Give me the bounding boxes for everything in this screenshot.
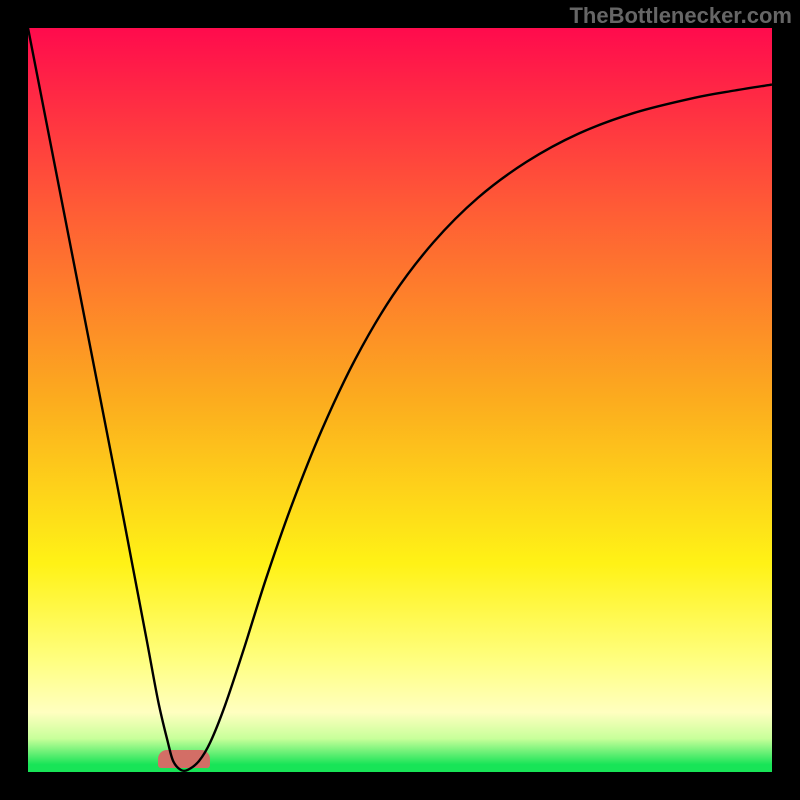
curve-layer: [28, 28, 772, 772]
watermark-text: TheBottlenecker.com: [569, 3, 792, 29]
plot-area: [28, 28, 772, 772]
chart-container: TheBottlenecker.com: [0, 0, 800, 800]
bottleneck-curve: [28, 28, 772, 771]
